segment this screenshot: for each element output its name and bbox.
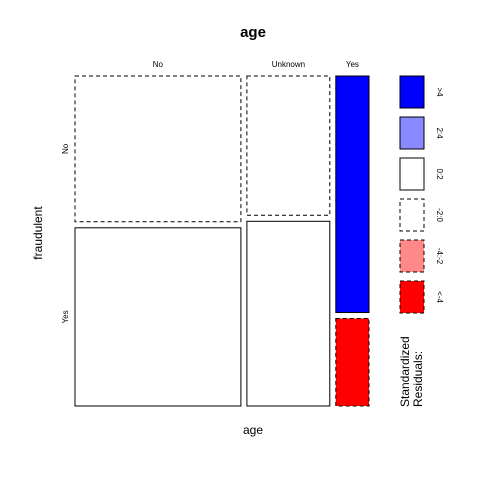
row-label-no: No [61,143,70,154]
legend-swatch [399,239,425,273]
tile-yes-yes [335,318,370,407]
legend-label: -2:0 [435,208,444,222]
column-label-yes: Yes [346,60,359,69]
column-label-unknown: Unknown [272,60,305,69]
legend-swatch [399,157,425,191]
legend-label: <-4 [435,291,444,303]
tile-yes-no [335,75,370,313]
legend-label: >4 [435,87,444,97]
tile-no-yes [74,227,242,407]
tile-unknown-yes [246,220,331,407]
row-label-yes: Yes [61,310,70,323]
column-label-no: No [153,60,164,69]
legend-swatch [399,280,425,314]
legend-label: 0:2 [435,168,444,180]
row-labels: No Yes [61,143,70,323]
tile-no-no [74,75,242,223]
tile-unknown-no [246,75,331,216]
mosaic-tiles [74,75,370,407]
column-labels: No Unknown Yes [153,60,359,69]
legend-label: 2:4 [435,127,444,139]
legend-title: Standardized Residuals: [398,333,425,407]
legend-swatch [399,75,425,109]
x-axis-label: age [243,423,263,437]
legend-swatch [399,116,425,150]
residuals-legend: >4 2:4 0:2 -2:0 -4:-2 <-4 [399,75,444,314]
chart-title: age [240,24,266,41]
legend-swatch [399,198,425,232]
legend-label: -4:-2 [435,248,444,265]
y-axis-label: fraudulent [31,206,45,260]
